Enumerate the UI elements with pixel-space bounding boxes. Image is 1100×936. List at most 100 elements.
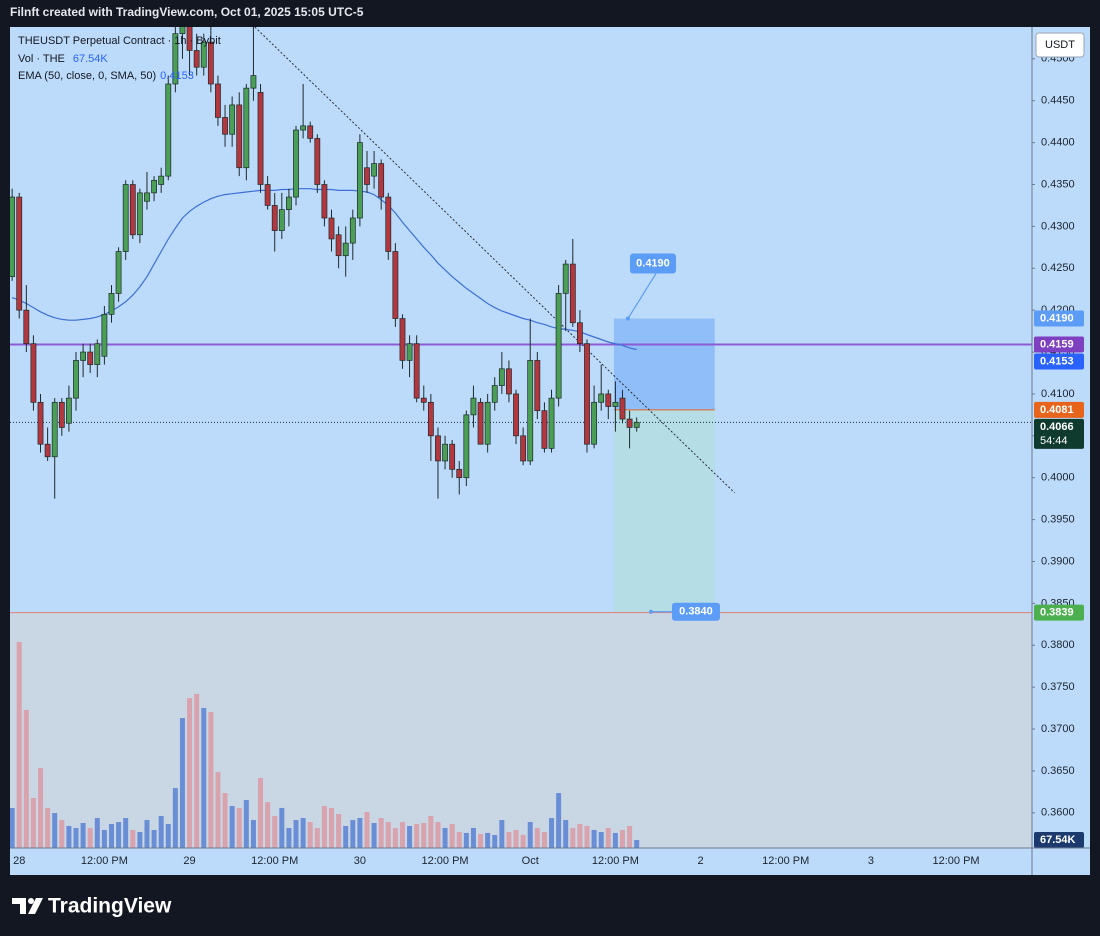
candle-body	[286, 196, 292, 210]
x-tick-label: 12:00 PM	[81, 855, 128, 867]
volume-bar	[87, 827, 93, 848]
candle-body	[364, 167, 370, 185]
y-tick-label: 0.4400	[1041, 137, 1075, 149]
y-tick-label: 0.4100	[1041, 388, 1075, 400]
candle-body	[243, 87, 250, 169]
volume-bar	[407, 825, 413, 848]
volume-bar	[10, 807, 15, 848]
candle-body	[442, 443, 448, 462]
candle-body	[30, 343, 37, 403]
x-tick-label: Oct	[522, 855, 539, 867]
volume-bar	[307, 822, 313, 848]
legend-ema-value: 0.4153	[160, 70, 194, 82]
volume-bar	[222, 793, 228, 848]
volume-bar	[485, 832, 491, 848]
candle-body	[58, 401, 65, 428]
candle-body	[399, 318, 406, 361]
candle-body	[548, 397, 555, 449]
candle-body	[406, 343, 413, 361]
candle-body	[222, 117, 228, 135]
volume-bar	[541, 832, 547, 848]
candle-body	[122, 184, 129, 252]
volume-badge-label: 67.54K	[1040, 834, 1076, 846]
volume-bar	[258, 777, 264, 848]
volume-bar	[23, 709, 29, 848]
volume-bar	[101, 829, 107, 848]
volume-bar	[243, 800, 249, 848]
candle-body	[420, 397, 427, 403]
volume-bar	[627, 825, 633, 848]
volume-bar	[570, 827, 576, 848]
candle-body	[257, 91, 264, 185]
volume-bar	[286, 827, 292, 848]
candle-body	[577, 322, 583, 345]
candle-body	[87, 351, 94, 365]
price-badge-label: 0.4153	[1040, 355, 1074, 367]
candle-body	[236, 104, 243, 169]
candle-body	[427, 401, 434, 437]
brand-logo	[12, 898, 43, 914]
price-badge	[1034, 336, 1084, 353]
candle-body	[349, 217, 356, 244]
volume-bar	[343, 825, 349, 848]
legend-volume-name: Vol · THE	[18, 53, 65, 65]
candle-body	[591, 401, 598, 445]
candle-body	[16, 196, 23, 311]
stop-bubble	[629, 253, 676, 274]
price-badge	[1034, 401, 1084, 418]
lower-shade	[10, 612, 1032, 848]
overlay: 0.4190 0.3840 THEUSDT Perpetual Contract ·…	[13, 32, 1085, 867]
volume-bar	[478, 834, 484, 848]
volume-bar	[59, 820, 65, 848]
volume-bar	[16, 641, 22, 848]
candle-body	[491, 385, 498, 403]
brand-name: TradingView	[48, 895, 172, 918]
candle-body	[271, 205, 278, 231]
candle-body	[633, 422, 640, 428]
volume-bar	[364, 811, 370, 848]
target-bubble	[671, 602, 720, 621]
candle-body	[335, 234, 342, 257]
plot-area	[10, 27, 1032, 848]
volume-bar	[293, 820, 299, 848]
volume-bar	[314, 827, 320, 848]
volume-bar	[137, 832, 143, 848]
volume-bar	[421, 823, 427, 848]
volume-bar	[116, 822, 122, 848]
volume-bar	[187, 698, 193, 848]
volume-bar	[584, 825, 590, 848]
candle-body	[101, 314, 108, 357]
candle-body	[612, 401, 619, 407]
volume-bar	[634, 839, 640, 848]
header-text: Filnft created with TradingView.com, Oct…	[10, 5, 364, 19]
y-tick-label: 0.4350	[1041, 178, 1075, 190]
volume-bar	[549, 818, 555, 848]
candle-body	[385, 196, 392, 252]
volume-bar	[357, 818, 363, 848]
volume-bar	[73, 827, 79, 848]
volume-bar	[201, 707, 207, 848]
candle-body	[229, 104, 236, 135]
candle-body	[541, 410, 548, 449]
volume-bar	[45, 807, 51, 848]
volume-bar	[265, 802, 271, 848]
x-tick-label: 30	[354, 855, 366, 867]
volume-bar	[94, 818, 100, 848]
candle-body	[51, 401, 58, 458]
volume-bar	[612, 832, 618, 848]
candle-body	[477, 401, 484, 445]
candle-body	[506, 368, 512, 395]
candle-body	[520, 435, 527, 462]
candle-body	[165, 83, 172, 177]
candle-body	[527, 360, 534, 462]
volume-bar	[236, 807, 242, 848]
y-tick-label: 0.3750	[1041, 681, 1075, 693]
candle-body	[37, 401, 44, 445]
y-tick-label: 0.3600	[1041, 807, 1075, 819]
volume-bar	[591, 829, 597, 848]
target-label: 0.3840	[679, 606, 713, 618]
candle-body	[569, 263, 576, 324]
currency-label: USDT	[1045, 39, 1075, 51]
volume-bar	[321, 806, 327, 848]
candle-body	[172, 33, 179, 85]
